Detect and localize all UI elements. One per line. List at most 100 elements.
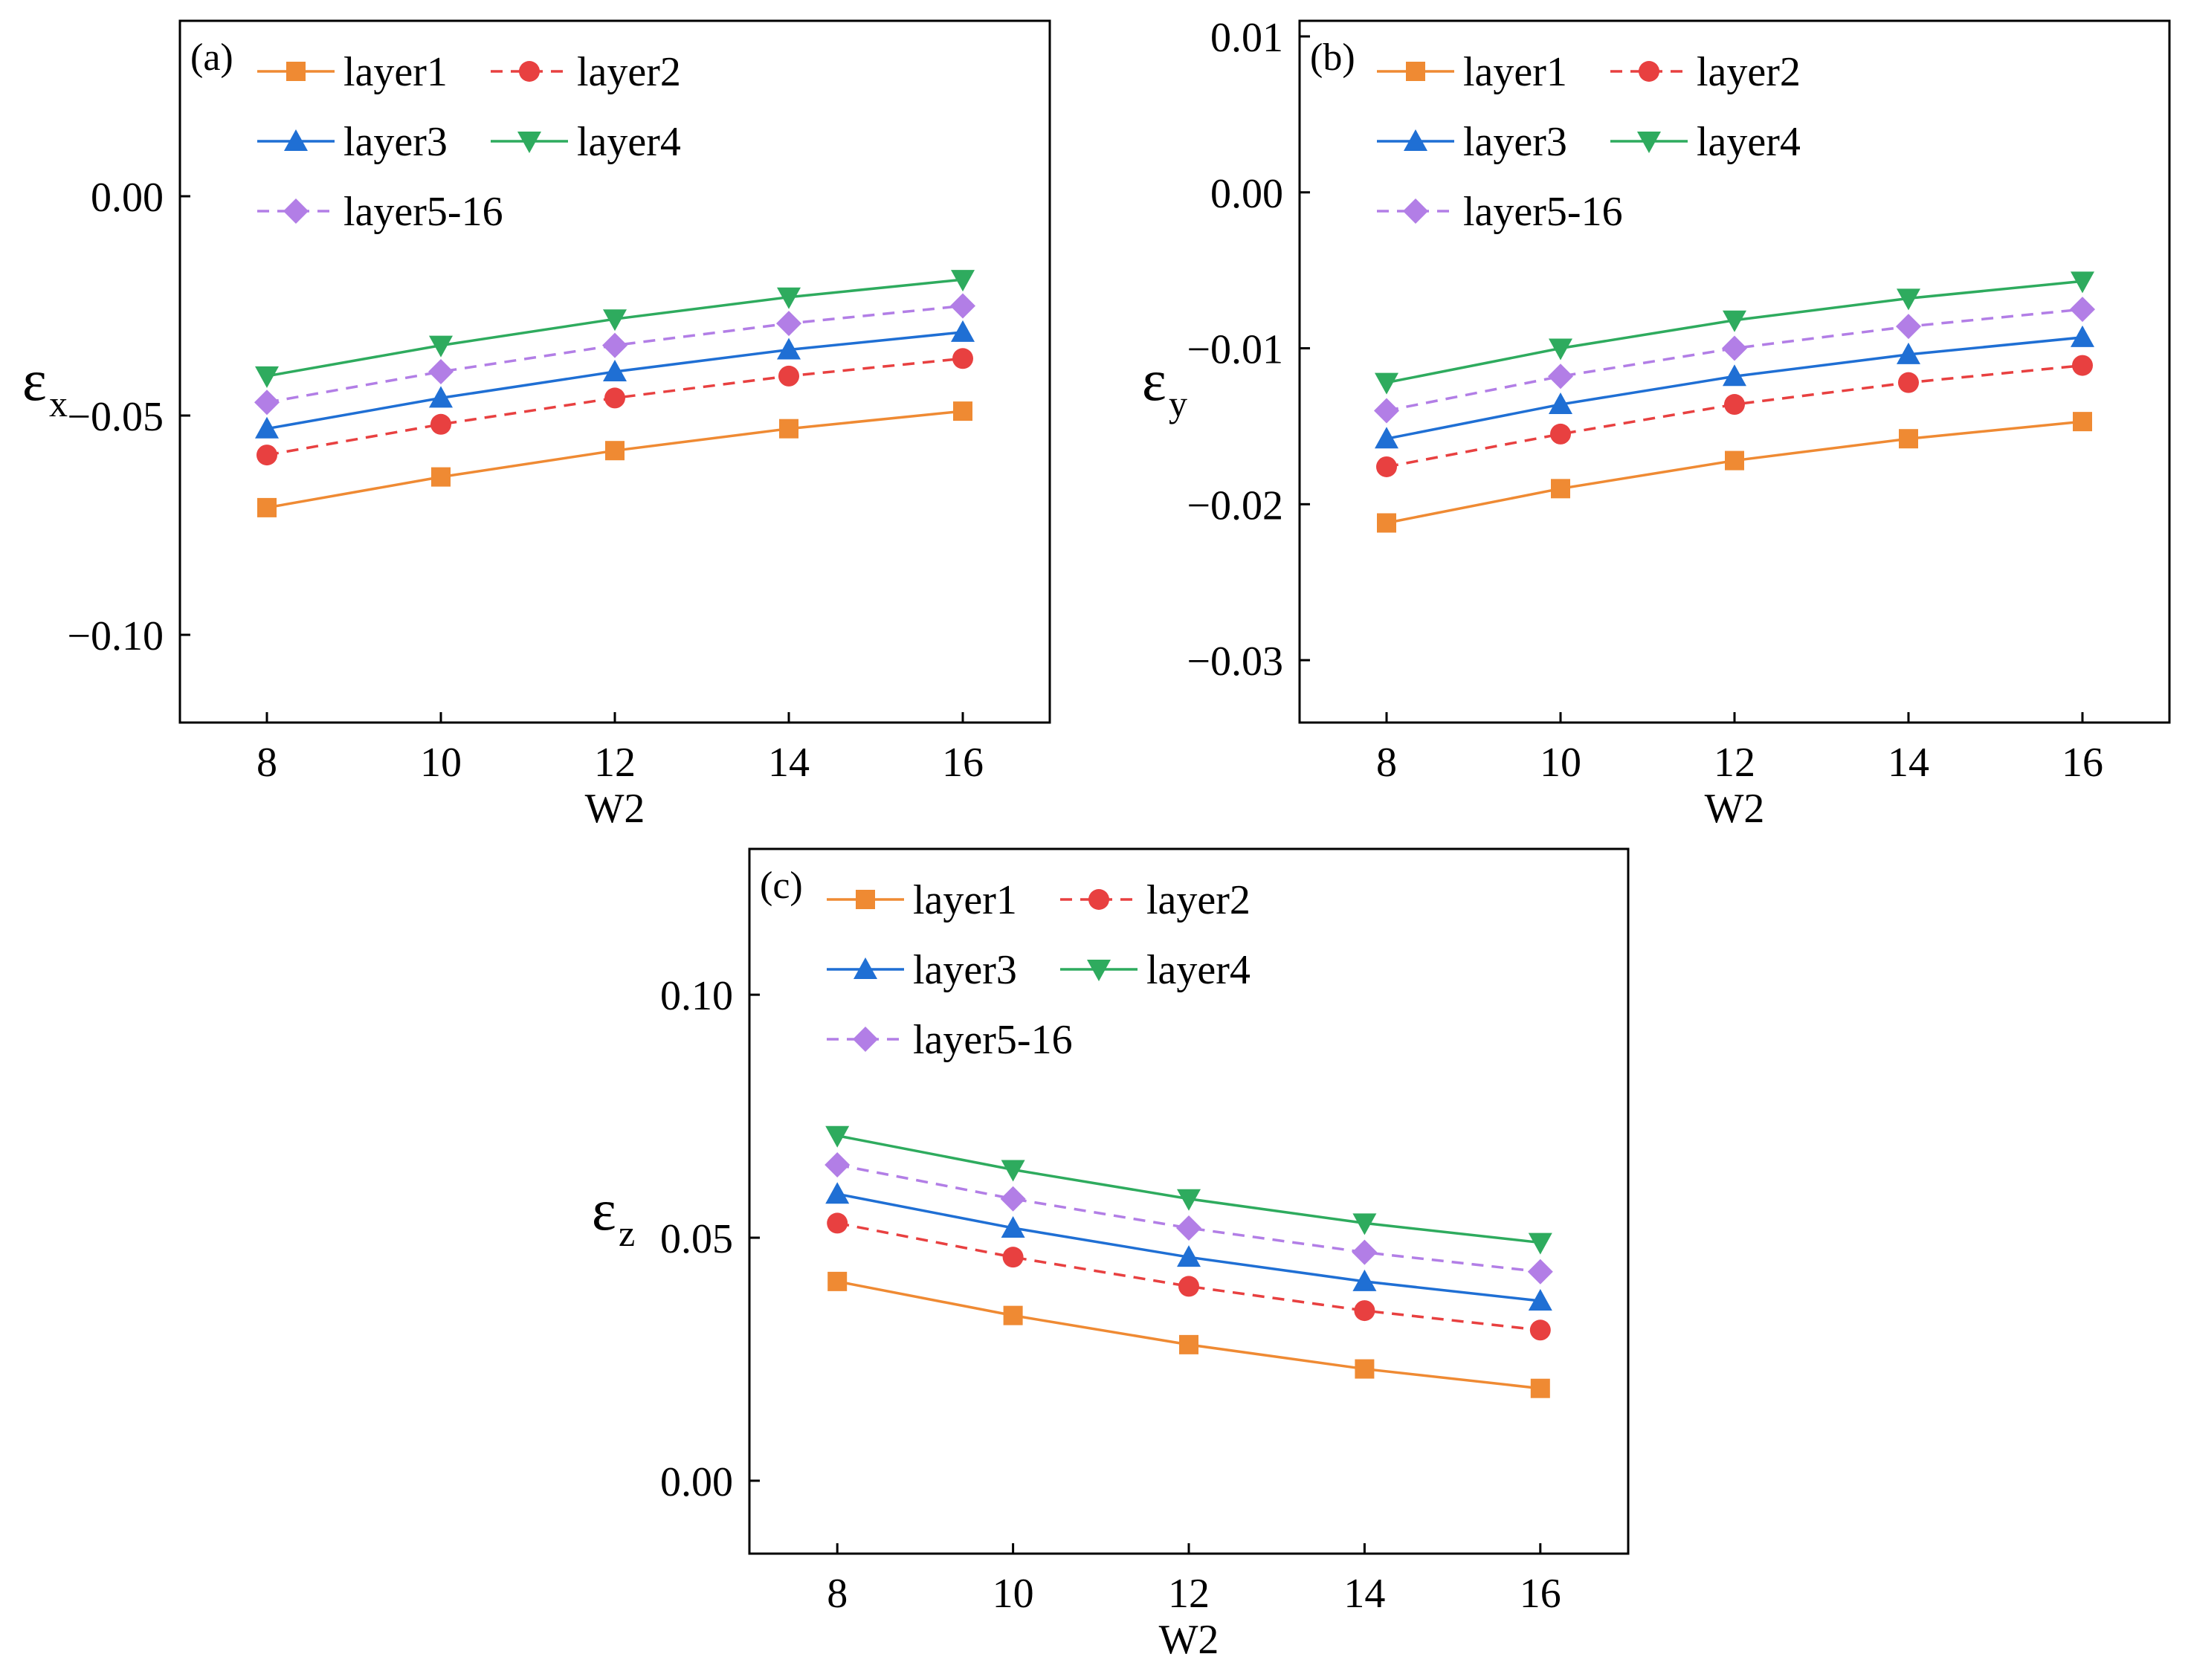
x-tick-label: 10	[1540, 740, 1581, 786]
legend: layer1 layer2 layer3 layer4 layer5-16	[257, 49, 681, 235]
data-point	[952, 348, 973, 369]
data-point	[2070, 297, 2095, 323]
x-tick-label: 10	[420, 740, 462, 786]
legend-item: layer4	[1610, 119, 1801, 165]
legend-label: layer2	[1146, 877, 1251, 923]
x-tick-label: 14	[1888, 740, 1929, 786]
y-axis-title-subscript: y	[1169, 383, 1187, 424]
legend-marker	[517, 132, 541, 153]
legend-label: layer1	[1463, 49, 1567, 95]
data-point	[2073, 412, 2092, 432]
data-point	[1725, 450, 1744, 471]
x-tick-label: 12	[1714, 740, 1755, 786]
data-point	[1001, 1160, 1025, 1182]
legend-marker	[1637, 132, 1661, 153]
x-tick-label: 10	[993, 1571, 1034, 1617]
data-point	[1529, 1319, 1551, 1341]
legend-item: layer3	[1377, 119, 1567, 165]
legend-label: layer3	[913, 947, 1017, 993]
y-tick-label: 0.01	[1210, 15, 1283, 61]
series-line	[1386, 308, 2083, 413]
data-point	[825, 1151, 851, 1177]
series-layer3	[255, 320, 975, 439]
data-point	[605, 441, 625, 461]
x-tick-label: 16	[942, 740, 984, 786]
data-point	[431, 467, 451, 487]
series-layer4	[1375, 271, 2094, 395]
x-tick-label: 14	[1343, 1571, 1385, 1617]
data-point	[1001, 1215, 1025, 1238]
data-point	[1724, 394, 1745, 416]
legend-label: layer5-16	[913, 1017, 1073, 1063]
legend-marker	[1406, 62, 1425, 81]
series-line	[1386, 420, 2083, 525]
series-line	[836, 1163, 1540, 1273]
panel-label: (b)	[1310, 36, 1355, 79]
x-axis-title: W2	[1159, 1617, 1219, 1663]
data-point	[953, 401, 972, 421]
series-layer2	[256, 348, 973, 466]
y-tick-label: 0.00	[1210, 171, 1283, 217]
data-point	[604, 387, 625, 409]
data-point	[1002, 1247, 1024, 1268]
y-tick-label: 0.00	[91, 175, 164, 221]
legend-item: layer2	[1060, 877, 1251, 923]
series-layer3	[1375, 325, 2094, 449]
legend-item: layer3	[827, 947, 1017, 993]
y-tick-label: 0.10	[660, 973, 733, 1019]
legend-item: layer5-16	[257, 189, 503, 235]
data-point	[2072, 355, 2093, 376]
series-layer2	[1376, 355, 2093, 477]
data-point	[1530, 1378, 1550, 1398]
data-point	[1723, 310, 1746, 332]
x-tick-label: 16	[1520, 1571, 1561, 1617]
legend-marker	[854, 957, 877, 979]
series-line	[836, 1280, 1540, 1390]
series-layer4	[825, 1125, 1552, 1255]
data-point	[430, 413, 451, 435]
data-point	[779, 419, 798, 439]
data-point	[1352, 1213, 1377, 1235]
data-point	[1178, 1276, 1199, 1297]
data-point	[1177, 1189, 1201, 1211]
y-tick-label: −0.02	[1187, 482, 1283, 529]
y-tick-label: −0.05	[67, 394, 164, 440]
x-tick-label: 8	[1376, 740, 1397, 786]
data-point	[602, 332, 627, 358]
series-layer5-16	[825, 1151, 1553, 1285]
series-layer4	[255, 270, 975, 388]
legend-marker	[519, 61, 540, 82]
data-point	[428, 359, 454, 384]
data-point	[603, 360, 627, 381]
data-point	[1527, 1259, 1553, 1285]
legend-label: layer4	[1697, 119, 1801, 165]
data-point	[951, 320, 975, 342]
y-tick-label: −0.01	[1187, 327, 1283, 373]
data-point	[1549, 392, 1572, 415]
data-point	[256, 445, 277, 466]
x-tick-label: 12	[1168, 1571, 1210, 1617]
data-point	[603, 309, 627, 332]
panel-label: (a)	[190, 36, 233, 79]
data-point	[1528, 1232, 1552, 1255]
legend-item: layer2	[1610, 49, 1801, 95]
legend-label: layer3	[1463, 119, 1567, 165]
data-point	[1375, 427, 1398, 449]
data-point	[1003, 1305, 1023, 1325]
series-layer5-16	[254, 293, 975, 416]
data-point	[429, 335, 453, 358]
data-point	[1897, 288, 1920, 311]
data-point	[1549, 338, 1572, 361]
series-layer1	[827, 1271, 1550, 1398]
series-line	[836, 1221, 1540, 1331]
panel-b: 8 10 12 14 16 −0.03 −0.02 −0.01 0.00 0.01 W2 ε y (b) l…	[1142, 15, 2171, 832]
legend-label: layer4	[577, 119, 681, 165]
data-point	[2071, 325, 2094, 347]
data-point	[776, 311, 801, 337]
y-tick-label: 0.00	[660, 1459, 733, 1505]
legend-marker	[856, 890, 875, 909]
series-line	[1386, 364, 2083, 468]
data-point	[1374, 398, 1399, 424]
legend-marker	[1088, 889, 1109, 910]
data-point	[1177, 1245, 1201, 1267]
